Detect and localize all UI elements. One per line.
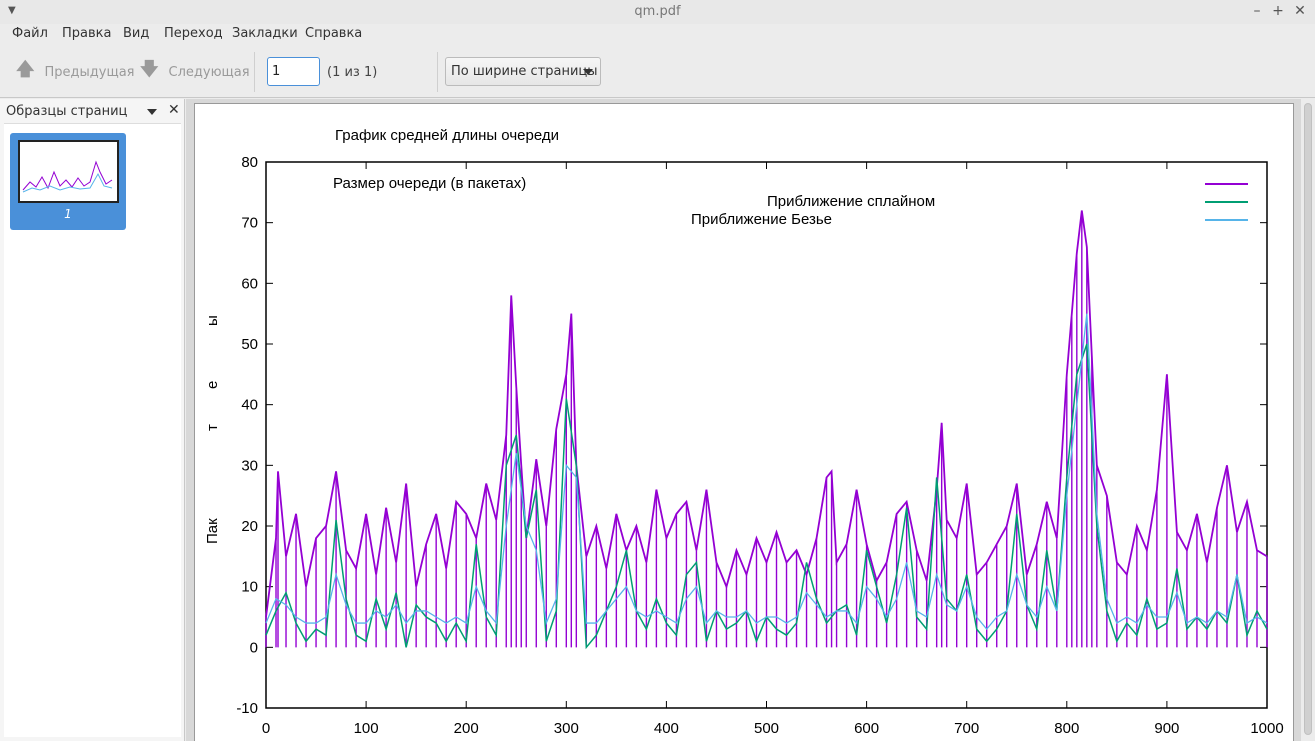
series-line-1 [265, 210, 1268, 618]
y-tick-label: 50 [241, 336, 258, 353]
x-tick-label: 900 [1154, 720, 1179, 737]
y-tick-label: -10 [236, 700, 258, 717]
chevron-down-icon [583, 69, 593, 75]
menu-bookmarks[interactable]: Закладки [232, 26, 298, 41]
y-tick-label: 30 [241, 457, 258, 474]
arrow-up-icon: 🡅 [16, 59, 35, 80]
sidebar-title: Образцы страниц [6, 104, 128, 119]
x-tick-label: 300 [554, 720, 579, 737]
svg-text:е: е [204, 381, 221, 389]
menu-help[interactable]: Справка [305, 26, 363, 41]
menu-bar: Файл Правка Вид Переход Закладки Справка [0, 24, 1315, 46]
x-tick-label: 800 [1054, 720, 1079, 737]
minimize-icon[interactable]: – [1253, 3, 1261, 19]
page-thumbnail[interactable]: 1 [10, 133, 126, 230]
close-icon[interactable]: ✕ [1294, 3, 1306, 19]
next-page-button[interactable]: 🡇 Следующая [140, 59, 250, 84]
svg-text:ы: ы [204, 315, 221, 326]
document-view[interactable]: График средней длины очереди -10 0 10 20 30 4… [186, 99, 1301, 741]
window-menu-icon[interactable]: ▼ [8, 5, 16, 16]
svg-text:т: т [204, 424, 221, 431]
chart-title: График средней длины очереди [335, 127, 559, 144]
legend-label: Размер очереди (в пакетах) [333, 175, 526, 192]
x-tick-label: 0 [262, 720, 270, 737]
previous-page-button[interactable]: 🡅 Предыдущая [16, 59, 135, 84]
y-tick-label: 0 [250, 639, 258, 656]
x-tick-label: 200 [454, 720, 479, 737]
thumbnail-page-number: 1 [64, 207, 72, 221]
series-line-3 [265, 313, 1268, 631]
x-tick-label: 700 [954, 720, 979, 737]
sidebar-close-icon[interactable]: ✕ [168, 102, 180, 118]
y-tick-label: 70 [241, 215, 258, 232]
x-tick-label: 500 [754, 720, 779, 737]
svg-text:Пак: Пак [204, 518, 221, 544]
x-tick-label: 100 [354, 720, 379, 737]
menu-edit[interactable]: Правка [62, 26, 112, 41]
page-number-input[interactable] [267, 57, 320, 86]
menu-file[interactable]: Файл [12, 26, 48, 41]
y-tick-label: 60 [241, 275, 258, 292]
x-tick-label: 400 [654, 720, 679, 737]
maximize-icon[interactable]: + [1272, 3, 1284, 19]
y-tick-label: 20 [241, 518, 258, 535]
page-count: (1 из 1) [327, 65, 378, 80]
zoom-select[interactable]: По ширине страницы [445, 57, 601, 86]
y-tick-label: 40 [241, 397, 258, 414]
legend-label: Приближение сплайном [767, 193, 935, 210]
pdf-page: График средней длины очереди -10 0 10 20 30 4… [194, 103, 1294, 741]
zoom-select-value: По ширине страницы [451, 64, 598, 79]
y-tick-label: 10 [241, 579, 258, 596]
next-page-label: Следующая [168, 64, 250, 80]
previous-page-label: Предыдущая [44, 64, 135, 80]
toolbar-separator [437, 52, 438, 92]
y-axis-label: Пак т е ы [204, 315, 221, 544]
thumbnail-image [18, 140, 119, 203]
sidebar-dropdown-icon[interactable] [147, 109, 157, 115]
scrollbar-thumb[interactable] [1304, 103, 1312, 735]
queue-chart: График средней длины очереди -1001020304… [204, 127, 1284, 737]
menu-go[interactable]: Переход [164, 26, 223, 41]
legend-label: Приближение Безье [691, 211, 832, 228]
toolbar-separator [254, 52, 255, 92]
x-tick-label: 1000 [1250, 720, 1283, 737]
title-bar: ▼ qm.pdf – + ✕ [0, 0, 1315, 24]
x-tick-label: 600 [854, 720, 879, 737]
menu-view[interactable]: Вид [123, 26, 150, 41]
window-title: qm.pdf [634, 4, 681, 19]
vertical-scrollbar[interactable] [1301, 99, 1315, 741]
arrow-down-icon: 🡇 [140, 59, 159, 80]
y-tick-label: 80 [241, 154, 258, 171]
toolbar: 🡅 Предыдущая 🡇 Следующая (1 из 1) По шир… [0, 46, 1315, 98]
